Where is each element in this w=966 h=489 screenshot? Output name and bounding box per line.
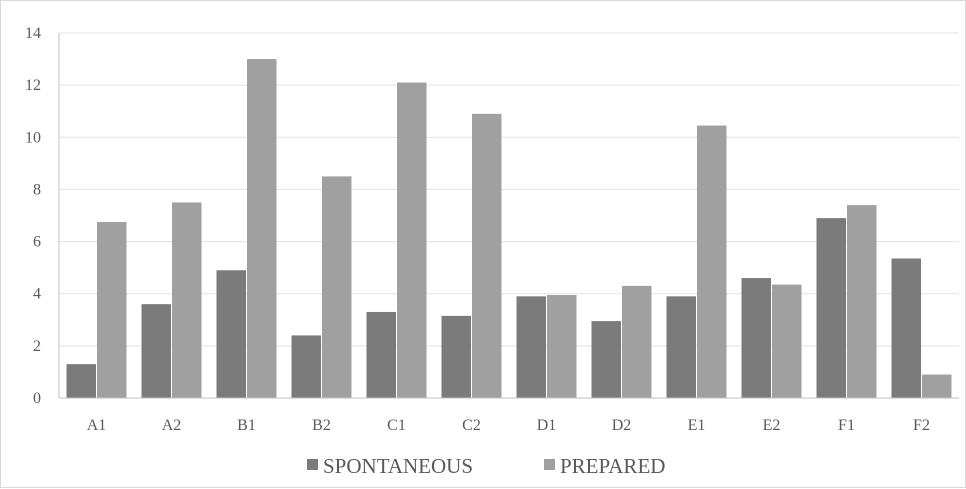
bar-spontaneous-c2 — [441, 315, 471, 398]
bar-spontaneous-c1 — [366, 311, 396, 398]
bar-prepared-c1 — [397, 82, 427, 399]
legend: SPONTANEOUS PREPARED — [307, 454, 665, 478]
bar-prepared-c2 — [472, 113, 502, 399]
x-tick-label: B2 — [312, 417, 331, 434]
bar-prepared-f1 — [847, 205, 877, 398]
bar-prepared-a1 — [97, 222, 127, 398]
bar-prepared-d1 — [547, 295, 577, 398]
x-tick-label: B1 — [237, 417, 256, 434]
bar-prepared-e1 — [697, 125, 727, 398]
x-tick-label: C2 — [462, 417, 481, 434]
x-tick-label: C1 — [387, 417, 406, 434]
bar-spontaneous-f2 — [891, 258, 921, 398]
legend-swatch-prepared — [544, 459, 555, 470]
y-tick-label: 8 — [33, 181, 41, 198]
bar-prepared-e2 — [772, 284, 802, 398]
legend-swatch-spontaneous — [307, 459, 318, 470]
y-tick-label: 10 — [25, 129, 41, 146]
bar-spontaneous-e2 — [741, 278, 771, 398]
bar-spontaneous-e1 — [666, 296, 696, 398]
bar-spontaneous-d1 — [516, 296, 546, 398]
y-tick-label: 4 — [33, 286, 41, 303]
bars — [66, 59, 952, 399]
legend-label-spontaneous: SPONTANEOUS — [323, 454, 473, 478]
y-tick-label: 2 — [33, 338, 41, 355]
gridlines — [59, 32, 959, 347]
x-tick-label: E1 — [688, 417, 706, 434]
y-tick-label: 0 — [33, 390, 41, 407]
x-tick-label: D1 — [537, 417, 557, 434]
bar-prepared-a2 — [172, 202, 202, 398]
y-tick-label: 14 — [25, 25, 41, 42]
bar-spontaneous-b1 — [216, 270, 246, 398]
axes: 0 2 4 6 8 10 12 14 A1 A2 B1 B2 C1 C2 D1 D2 E1 E2 F1 F2 — [25, 25, 959, 434]
bar-prepared-b2 — [322, 176, 352, 398]
bar-prepared-d2 — [622, 285, 652, 398]
y-tick-label: 12 — [25, 77, 41, 94]
bar-spontaneous-d2 — [591, 321, 621, 398]
x-tick-label: A2 — [162, 417, 182, 434]
x-tick-label: E2 — [763, 417, 781, 434]
bar-spontaneous-a2 — [141, 304, 171, 398]
legend-label-prepared: PREPARED — [560, 454, 665, 478]
x-tick-label: F2 — [913, 417, 930, 434]
bar-spontaneous-b2 — [291, 335, 321, 398]
bar-prepared-b1 — [247, 59, 277, 398]
bar-spontaneous-a1 — [66, 364, 96, 398]
bar-prepared-f2 — [922, 374, 952, 398]
x-tick-label: A1 — [87, 417, 107, 434]
y-tick-label: 6 — [33, 234, 41, 251]
x-tick-label: D2 — [612, 417, 632, 434]
bar-spontaneous-f1 — [816, 218, 846, 398]
x-tick-label: F1 — [838, 417, 855, 434]
